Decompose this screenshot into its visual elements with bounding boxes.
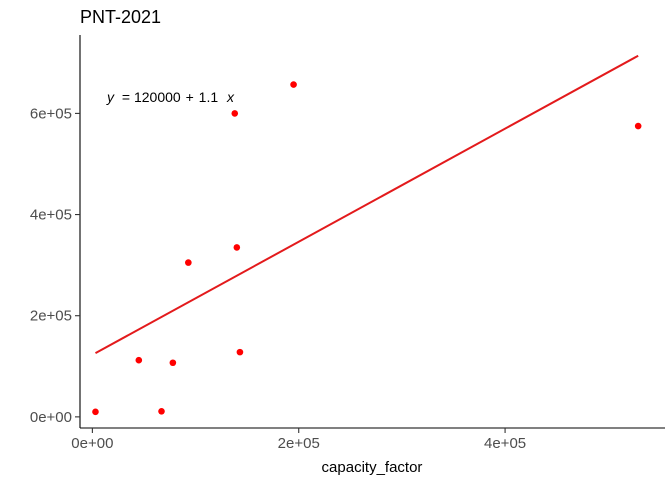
y-tick-label: 4e+05 bbox=[30, 207, 72, 224]
y-tick-label: 6e+05 bbox=[30, 105, 72, 122]
regression-equation: y = 120000 + 1.1 x bbox=[106, 89, 235, 105]
data-point bbox=[236, 348, 244, 356]
x-tick-label: 4e+05 bbox=[484, 435, 526, 452]
data-point bbox=[169, 359, 177, 367]
eq-y-var: y bbox=[106, 89, 115, 105]
eq-x-var: x bbox=[226, 89, 235, 105]
eq-operator: + bbox=[186, 89, 194, 105]
eq-intercept: = 120000 bbox=[122, 89, 181, 105]
x-tick-label: 2e+05 bbox=[278, 435, 320, 452]
data-point bbox=[634, 122, 642, 130]
data-point bbox=[185, 259, 192, 266]
eq-coefficient: 1.1 bbox=[199, 89, 219, 105]
data-point bbox=[92, 408, 99, 416]
x-tick-label: 0e+00 bbox=[71, 435, 113, 452]
fit-line bbox=[94, 54, 639, 355]
fit-line-group bbox=[94, 54, 639, 355]
data-point bbox=[233, 244, 241, 251]
data-point bbox=[290, 81, 297, 88]
data-points bbox=[92, 81, 642, 416]
chart-title: PNT-2021 bbox=[80, 7, 161, 27]
data-point bbox=[135, 356, 143, 364]
x-axis-title: capacity_factor bbox=[322, 459, 423, 476]
y-tick-label: 2e+05 bbox=[30, 308, 72, 325]
data-point bbox=[158, 408, 165, 415]
y-tick-label: 0e+00 bbox=[30, 409, 72, 426]
data-point bbox=[231, 110, 239, 117]
axes: 0e+00 2e+05 4e+05 0e+00 2e+05 4e+05 6e+05 bbox=[30, 35, 665, 452]
